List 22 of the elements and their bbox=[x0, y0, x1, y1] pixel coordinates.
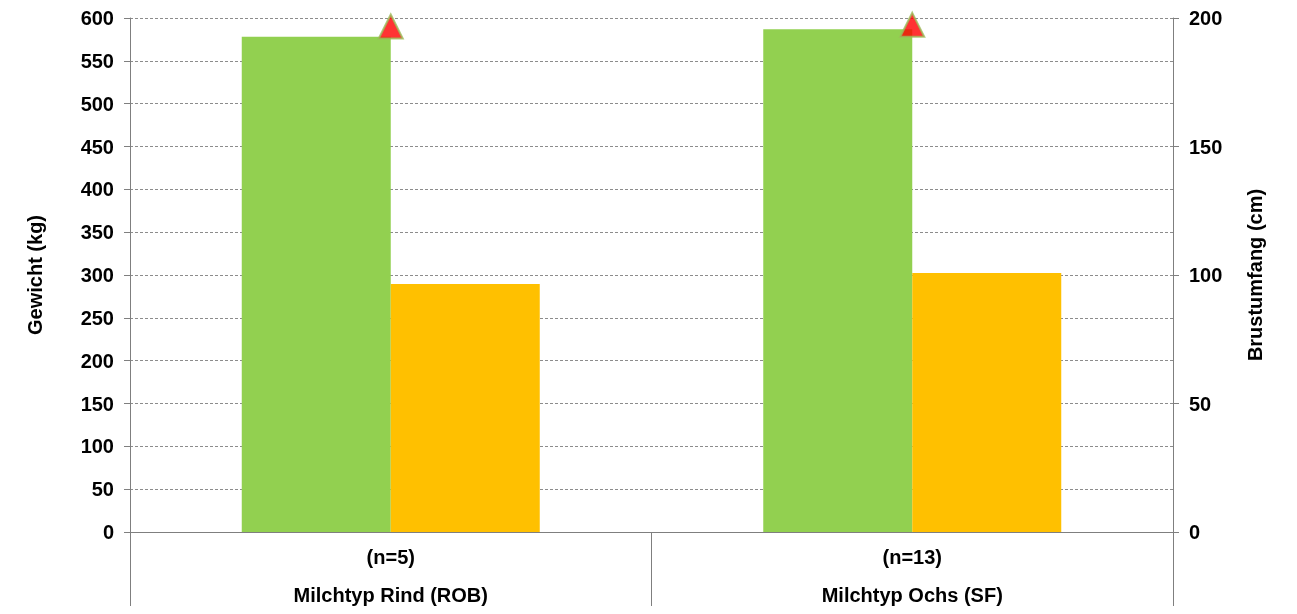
y2-tick-label: 0 bbox=[1189, 521, 1201, 543]
y-tick-label: 50 bbox=[91, 478, 114, 501]
y2-tick-label: 50 bbox=[1189, 392, 1212, 415]
y-tick-label: 0 bbox=[102, 521, 114, 543]
y-tick-label: 200 bbox=[80, 349, 114, 372]
y-tick-label: 500 bbox=[80, 92, 114, 115]
y2-tick-label: 200 bbox=[1189, 7, 1223, 29]
y2-tick-label: 150 bbox=[1189, 135, 1223, 158]
y2-tick-label: 100 bbox=[1189, 264, 1223, 286]
y-axis-title: Gewicht (kg) bbox=[24, 214, 46, 336]
y-tick-label: 150 bbox=[80, 392, 114, 415]
y-tick-label: 550 bbox=[80, 49, 114, 72]
y-tick-label: 400 bbox=[80, 178, 114, 201]
y-tick-label: 300 bbox=[80, 264, 114, 286]
x-tick-label: (n=5) Milchtyp Rind (ROB) bbox=[293, 546, 488, 606]
y-tick-label: 450 bbox=[80, 135, 114, 158]
y-tick-label: 350 bbox=[80, 221, 114, 244]
y-tick-label: 250 bbox=[80, 306, 114, 329]
y-tick-label: 100 bbox=[80, 435, 114, 458]
x-tick-label: (n=13) Milchtyp Ochs (SF) bbox=[821, 546, 1003, 606]
y-tick-label: 600 bbox=[80, 7, 114, 29]
y2-axis-title: Brustumfang (cm) bbox=[1244, 188, 1266, 362]
